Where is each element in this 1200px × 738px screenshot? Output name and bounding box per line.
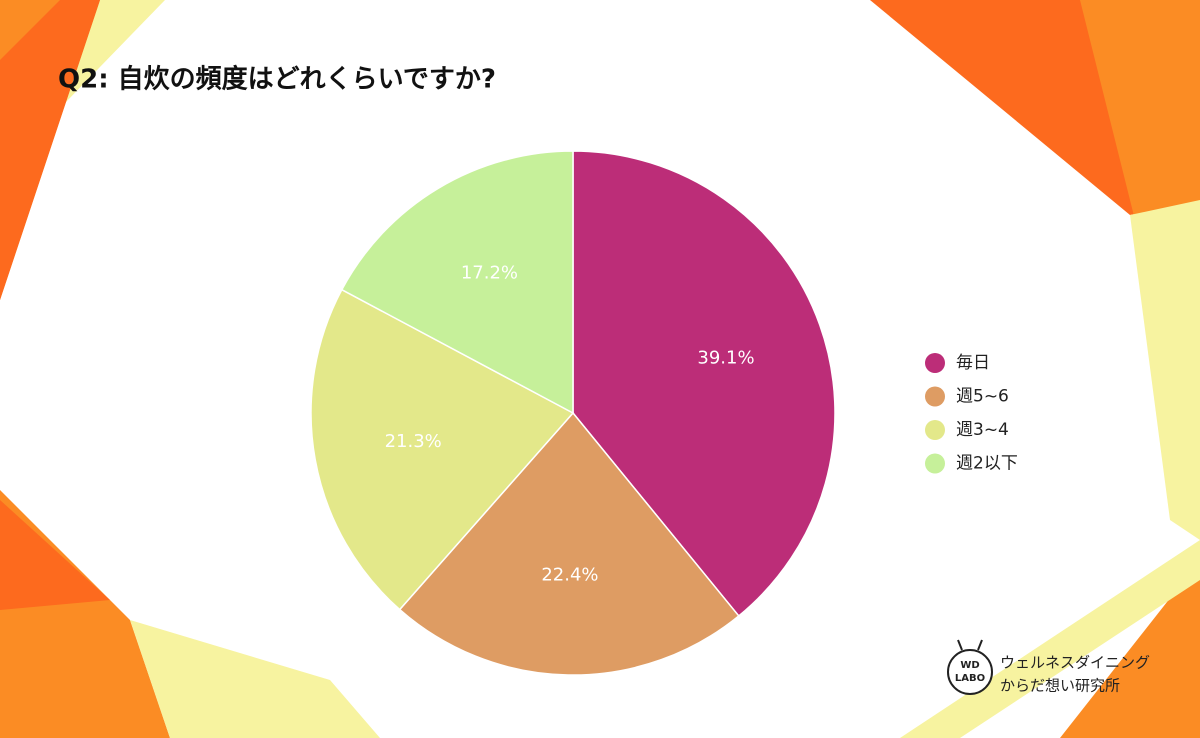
decor [1130, 200, 1200, 540]
value-label: 39.1% [697, 347, 754, 368]
legend-label: 毎日 [956, 353, 990, 373]
pie-slice [398, 411, 740, 676]
decor [1060, 560, 1200, 738]
logo-stem [977, 639, 983, 651]
pie: 39.1% 22.4% 21.3% 17.2% [310, 150, 836, 676]
pie-slice [340, 150, 574, 415]
logo-stem [957, 639, 963, 651]
pie-slice [310, 288, 575, 611]
logo-text: からだ想い研究所 [1000, 677, 1120, 695]
value-label: 17.2% [461, 263, 518, 284]
logo: WD LABO ウェルネスダイニング からだ想い研究所 [947, 639, 1150, 695]
decor [0, 500, 110, 610]
pie-slice [572, 150, 836, 617]
legend-label: 週3~4 [956, 420, 1009, 440]
legend-swatch [925, 420, 945, 440]
value-label: 22.4% [541, 564, 598, 585]
chart-title: Q2: 自炊の頻度はどれくらいですか? [58, 64, 496, 95]
legend-label: 週2以下 [956, 454, 1018, 474]
value-label: 21.3% [385, 431, 442, 452]
legend-swatch [925, 353, 945, 373]
decor [0, 0, 100, 300]
decor [130, 620, 380, 738]
legend-swatch [925, 453, 945, 474]
decor [1080, 0, 1200, 270]
logo-text: ウェルネスダイニング [1000, 654, 1150, 672]
logo-mark: LABO [955, 673, 985, 684]
logo-mark: WD [960, 660, 979, 671]
legend-label: 週5~6 [956, 387, 1009, 407]
legend-swatch [925, 386, 945, 407]
logo-circle [947, 649, 993, 695]
